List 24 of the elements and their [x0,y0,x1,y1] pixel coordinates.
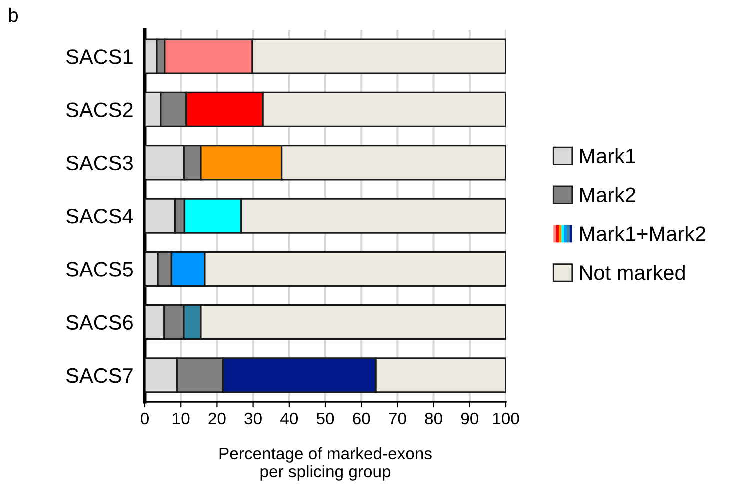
y-tick-label: SACS3 [66,156,133,171]
text: b [9,8,18,22]
legend-label: Mark2 [580,187,636,203]
x-axis-title: Percentage of marked-exons per splicing group [220,447,432,481]
y-tick-label: SACS1 [66,50,133,64]
y-tick-label: SACS4 [66,209,134,224]
x-tick-label: 50 [316,412,334,425]
x-tick-label: 30 [244,412,262,425]
x-tick-label: 80 [425,412,442,425]
y-tick-label: SACS6 [66,315,133,330]
x-tick-label: 90 [461,412,479,425]
x-tick-label: 0 [141,412,149,425]
y-tick-label: SACS5 [66,262,134,277]
legend-label: Mark1 [580,148,636,164]
y-tick-label: SACS2 [66,102,133,118]
x-tick-label: 10 [173,412,190,425]
legend-label: Not marked [580,265,685,280]
legend-label: Mark1+Mark2 [580,226,706,242]
x-tick-label: 100 [493,412,520,425]
x-tick-label: 40 [280,412,298,425]
x-tick-label: 60 [353,412,370,425]
y-tick-label: SACS7 [66,368,133,384]
x-tick-label: 70 [389,412,406,425]
x-tick-label: 20 [208,412,226,425]
